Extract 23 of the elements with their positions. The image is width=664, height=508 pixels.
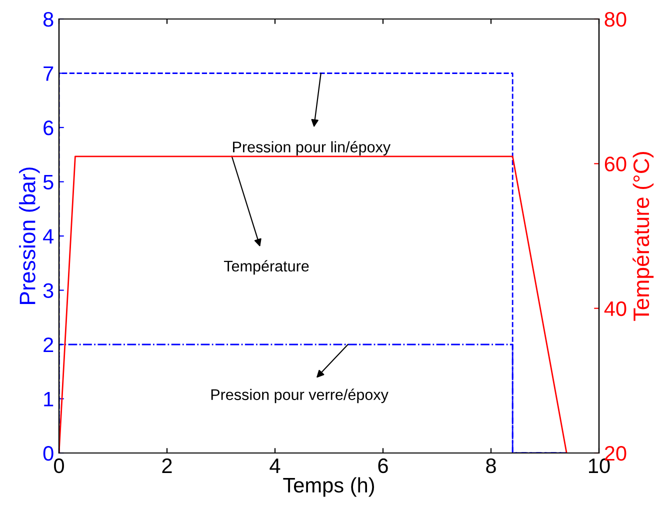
x-tick-label: 0 <box>54 458 64 474</box>
y-tick-label: 5 <box>43 174 54 190</box>
y-axis-title: Pression (bar) <box>19 168 40 304</box>
y2-axis-title: Température (°C) <box>632 152 654 321</box>
y2-tick-label: 80 <box>604 12 626 27</box>
annotation: Pression pour lin/époxy <box>233 141 391 156</box>
annotation: Pression pour verre/époxy <box>211 388 388 404</box>
y-tick-label: 0 <box>43 446 54 461</box>
y2-tick-label: 60 <box>604 156 626 172</box>
annotation: Température <box>224 260 309 275</box>
y-tick-label: 3 <box>43 283 54 298</box>
x-axis-title: Temps (h) <box>283 477 374 497</box>
x-tick-label: 4 <box>270 458 280 473</box>
y-tick-label: 7 <box>44 66 54 81</box>
y-tick-label: 4 <box>43 229 54 244</box>
y-tick-label: 6 <box>44 120 54 136</box>
y-tick-label: 8 <box>43 12 54 27</box>
x-tick-label: 2 <box>162 458 172 473</box>
x-tick-label: 8 <box>486 458 496 474</box>
y2-tick-label: 40 <box>604 301 626 316</box>
x-tick-label: 6 <box>378 458 388 474</box>
y-tick-label: 1 <box>44 392 54 406</box>
y-tick-label: 2 <box>44 338 54 352</box>
